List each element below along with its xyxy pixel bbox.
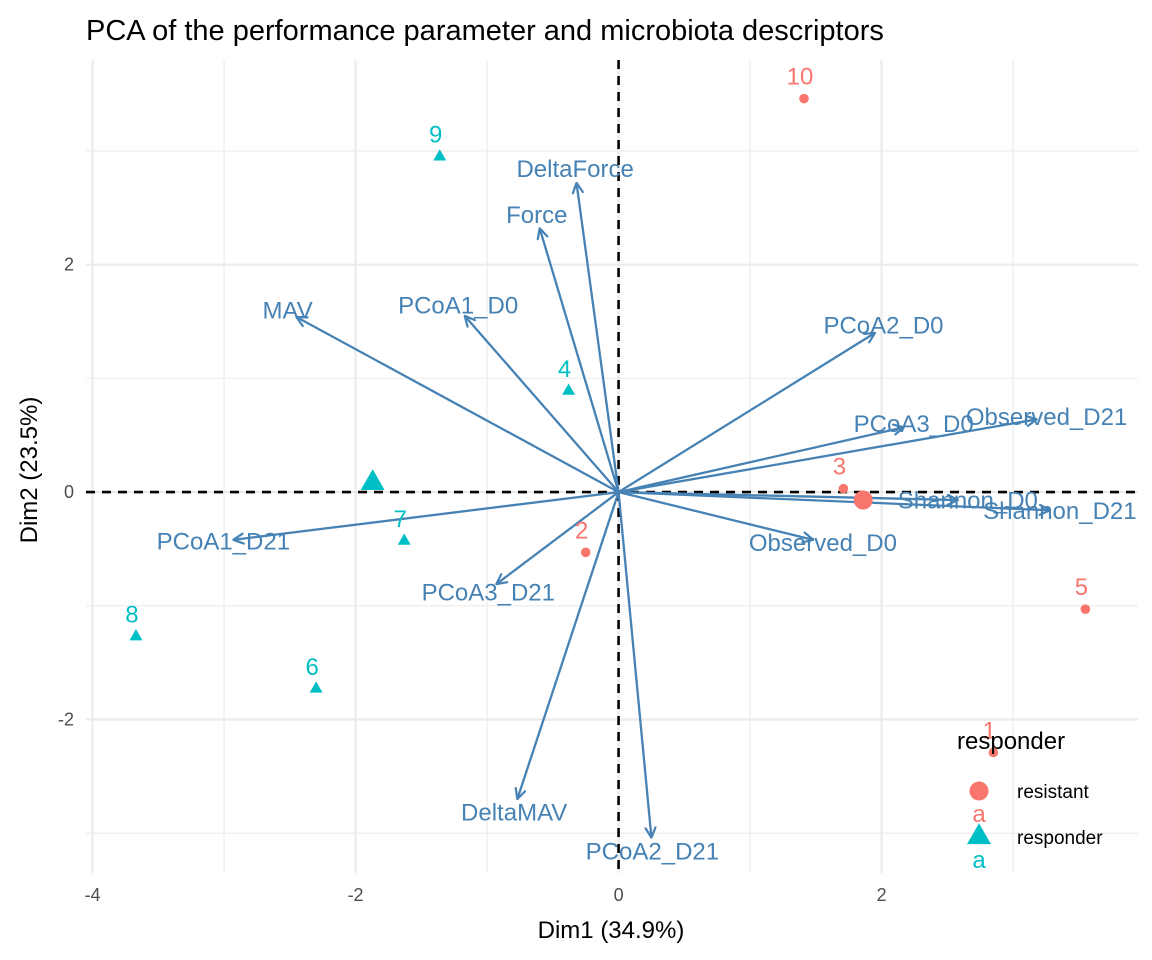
variable-label: PCoA3_D0 <box>854 411 974 438</box>
variable-label: Shannon_D21 <box>983 498 1136 525</box>
y-tick-label: 0 <box>64 482 74 502</box>
group-centroid <box>360 469 385 491</box>
variable-arrow <box>517 491 620 799</box>
variable-arrow <box>617 333 875 494</box>
legend-entry: a resistant <box>969 781 1090 828</box>
variable-label: PCoA3_D21 <box>422 580 555 607</box>
variable-label: PCoA1_D21 <box>157 529 290 556</box>
legend-key-letter: a <box>972 847 986 874</box>
variable-label: PCoA1_D0 <box>398 292 518 319</box>
variable-label: Observed_D21 <box>966 404 1127 431</box>
variable-label: PCoA2_D0 <box>823 313 943 340</box>
legend: responder a resistant a responder <box>957 728 1103 874</box>
variable-label: Force <box>506 202 567 229</box>
individual-labels: 1 2 3 4 5 6 7 8 9 10 <box>125 64 1088 745</box>
y-axis-title: Dim2 (23.5%) <box>16 397 43 544</box>
variable-arrow <box>618 490 814 540</box>
individual-label: 5 <box>1075 574 1088 601</box>
x-tick-label: -2 <box>348 885 364 905</box>
variable-arrows <box>233 183 1050 838</box>
variable-label: DeltaForce <box>516 156 633 183</box>
group-centroid <box>853 490 873 510</box>
individual-label: 7 <box>394 506 407 533</box>
legend-entries: a resistant a responder <box>967 781 1103 874</box>
variable-labels: DeltaForce Force MAV PCoA1_D0 PCoA2_D0 PCoA3_… <box>157 156 1137 866</box>
legend-entry-label: responder <box>1017 828 1103 849</box>
variable-arrow <box>618 419 1037 494</box>
individual-point <box>580 547 591 558</box>
individual-point <box>433 149 447 161</box>
individual-point <box>838 483 849 494</box>
individual-point <box>988 747 999 758</box>
variable-arrow <box>296 317 620 494</box>
individual-point <box>129 629 143 641</box>
individual-point <box>309 681 323 693</box>
variable-label: Observed_D0 <box>749 530 897 557</box>
legend-entry: a responder <box>967 823 1103 874</box>
individual-label: 8 <box>125 601 138 628</box>
variable-label: MAV <box>262 297 312 324</box>
variable-arrow <box>617 491 652 838</box>
variable-arrow <box>233 490 619 540</box>
individual-label: 6 <box>305 654 318 681</box>
legend-key-triangle <box>967 823 991 845</box>
variable-arrow <box>465 316 620 493</box>
x-tick-label: 2 <box>877 885 887 905</box>
y-tick-label: -2 <box>58 709 74 729</box>
variable-label: PCoA2_D21 <box>586 839 719 866</box>
x-axis-title: Dim1 (34.9%) <box>538 917 685 944</box>
axis-ticks: -4 -2 0 2 -2 0 2 <box>58 255 887 905</box>
individual-label: 2 <box>575 517 588 544</box>
variable-arrow <box>576 183 620 493</box>
individual-points <box>129 93 1091 758</box>
individual-label: 1 <box>983 717 996 744</box>
variable-label: DeltaMAV <box>461 799 567 826</box>
individual-point <box>397 533 411 545</box>
variable-arrow <box>618 427 904 494</box>
individual-label: 9 <box>429 122 442 149</box>
variable-arrow <box>496 491 620 584</box>
y-tick-label: 2 <box>64 255 74 275</box>
variable-arrow <box>618 490 1050 510</box>
x-tick-label: -4 <box>85 885 101 905</box>
variable-label: Shannon_D0 <box>898 487 1038 514</box>
variable-arrow <box>540 228 620 493</box>
individual-point <box>799 93 809 104</box>
reference-lines <box>86 60 1138 873</box>
legend-title: responder <box>957 728 1065 755</box>
chart-title: PCA of the performance parameter and mic… <box>86 15 884 47</box>
legend-key-letter: a <box>972 801 986 828</box>
individual-label: 4 <box>558 356 571 383</box>
legend-entry-label: resistant <box>1017 782 1090 803</box>
legend-key-circle <box>969 781 989 801</box>
individual-label: 3 <box>833 454 846 481</box>
x-tick-label: 0 <box>614 885 624 905</box>
individual-point <box>1080 604 1091 615</box>
individual-point <box>562 383 576 395</box>
individual-label: 10 <box>787 64 814 91</box>
